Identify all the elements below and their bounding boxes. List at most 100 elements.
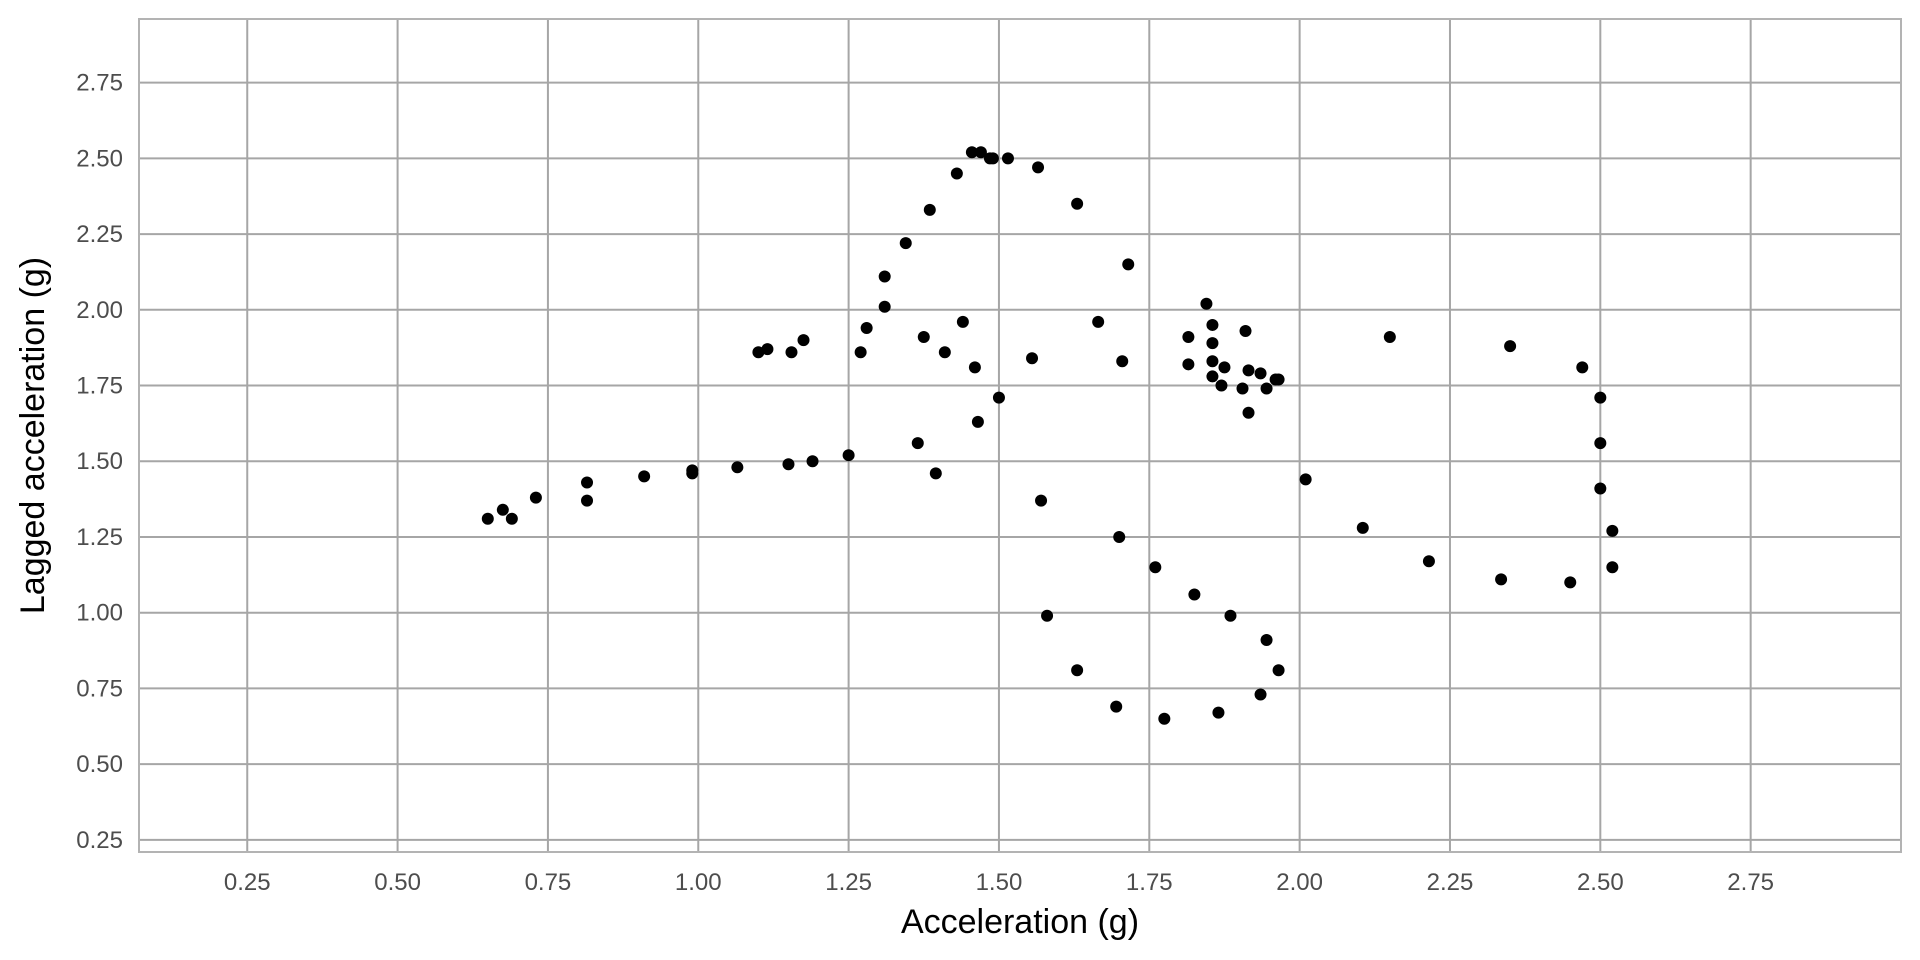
data-point [581,494,594,507]
data-point [842,449,855,462]
data-point [1576,361,1589,374]
data-point [1092,315,1105,328]
data-point [638,470,651,483]
data-point [1206,318,1219,331]
x-tick-label: 2.50 [1577,869,1624,896]
data-point [1564,576,1577,589]
x-tick-label: 2.25 [1427,869,1474,896]
data-point [1383,331,1396,344]
data-point [1215,379,1228,392]
data-point [917,331,930,344]
data-point [1594,482,1607,495]
y-tick-label: 2.75 [76,70,123,97]
data-point [1071,197,1084,210]
data-point [911,437,924,450]
x-tick-label: 1.25 [825,869,872,896]
data-point [1206,355,1219,368]
data-point [965,146,978,159]
x-tick-label: 2.00 [1276,869,1323,896]
data-point [1149,561,1162,574]
y-tick-label: 1.50 [76,448,123,475]
data-point [1260,633,1273,646]
x-tick-label: 1.50 [976,869,1023,896]
data-point [974,146,987,159]
data-point [971,415,984,428]
grid-lines [139,19,1901,852]
data-point [1001,152,1014,165]
data-point [731,461,744,474]
data-point [1212,706,1225,719]
data-point [529,491,542,504]
data-point [752,346,765,359]
data-point [1206,370,1219,383]
data-point [956,315,969,328]
y-tick-label: 0.50 [76,751,123,778]
y-tick-label: 2.00 [76,297,123,324]
y-axis-title: Lagged acceleration (g) [14,257,52,614]
data-point [1260,382,1273,395]
x-tick-label: 0.50 [374,869,421,896]
data-point [986,152,999,165]
data-point [481,512,494,525]
data-point [1224,609,1237,622]
x-axis-title: Acceleration (g) [901,903,1139,941]
data-point [968,361,981,374]
y-tick-label: 1.75 [76,373,123,400]
data-point [860,321,873,334]
x-tick-label: 1.75 [1126,869,1173,896]
data-point [1254,688,1267,701]
data-point [806,455,819,468]
data-point [496,503,509,516]
data-point [1026,352,1039,365]
data-point [505,512,518,525]
x-tick-label: 1.00 [675,869,722,896]
data-point [1158,712,1171,725]
data-point [1236,382,1249,395]
data-point [1594,391,1607,404]
y-tick-label: 2.25 [76,221,123,248]
x-axis-tick-labels: 0.25 0.50 0.75 1.00 1.25 1.50 1.75 2.00 2.25 2.50… [224,869,1774,896]
data-point [686,464,699,477]
y-tick-label: 0.75 [76,675,123,702]
data-point [1495,573,1508,586]
x-tick-label: 0.25 [224,869,271,896]
data-point [1606,561,1619,574]
data-point [1032,161,1045,174]
data-point [1116,355,1129,368]
data-point [923,203,936,216]
data-point [581,476,594,489]
data-point [1239,324,1252,337]
data-point [1594,437,1607,450]
data-point [878,300,891,313]
data-point [878,270,891,283]
y-tick-label: 2.50 [76,145,123,172]
data-point [1041,609,1054,622]
data-point [1110,700,1123,713]
data-point [1299,473,1312,486]
data-point [1242,406,1255,419]
data-point [1356,521,1369,534]
data-point [1422,555,1435,568]
data-point [785,346,798,359]
data-point [992,391,1005,404]
data-point [854,346,867,359]
data-point [1272,664,1285,677]
x-tick-label: 2.75 [1727,869,1774,896]
data-point [782,458,795,471]
data-points [481,146,1619,725]
data-point [1606,524,1619,537]
panel-border [138,18,1902,853]
y-tick-label: 1.25 [76,524,123,551]
data-point [1218,361,1231,374]
data-point [929,467,942,480]
data-point [797,334,810,347]
data-point [1504,340,1517,353]
data-point [1071,664,1084,677]
data-point [1200,297,1213,310]
y-tick-label: 1.00 [76,600,123,627]
data-point [761,343,774,356]
data-point [1206,337,1219,350]
data-point [1182,358,1195,371]
